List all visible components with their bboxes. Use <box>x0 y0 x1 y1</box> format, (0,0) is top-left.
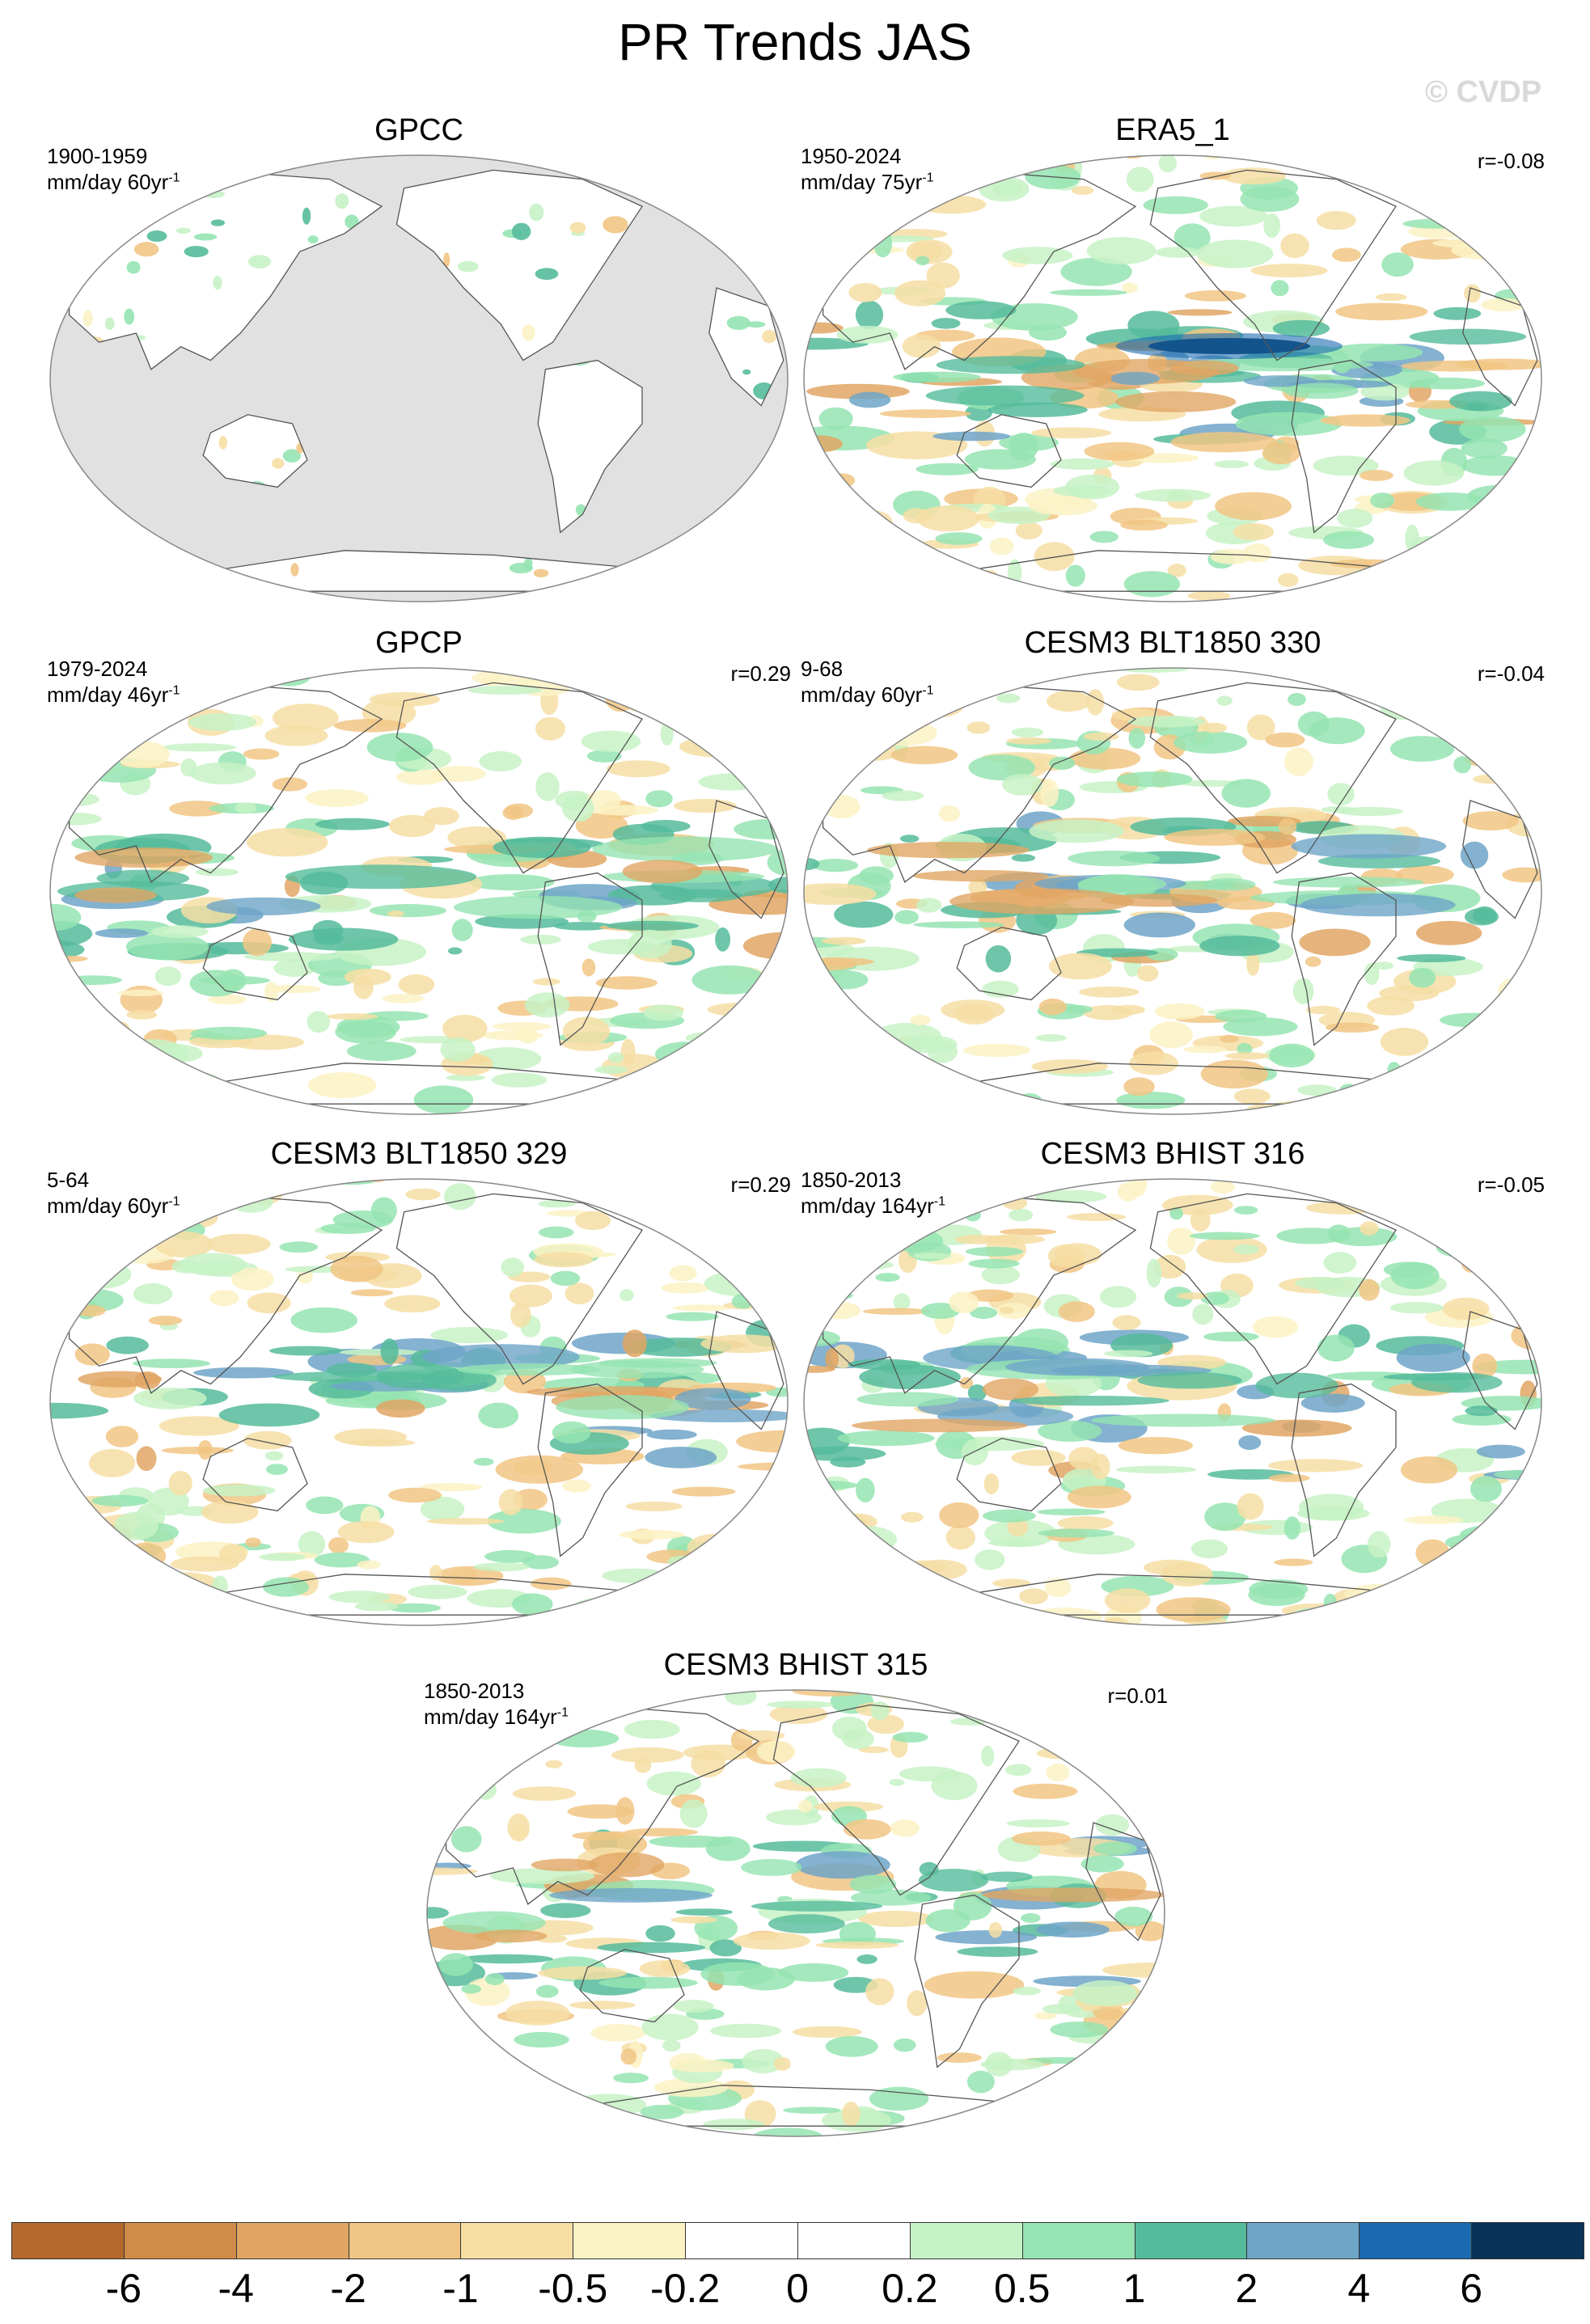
colorbar-tick-label: 1 <box>1123 2266 1146 2311</box>
colorbar-tick-label: 4 <box>1347 2266 1371 2311</box>
colorbar-swatch <box>1359 2222 1473 2259</box>
panel-title: CESM3 BHIST 316 <box>1040 1137 1305 1171</box>
colorbar-tick-label: -1 <box>442 2266 479 2311</box>
panel-title: CESM3 BHIST 315 <box>663 1648 928 1682</box>
panel-units: mm/day 164yr-1 <box>801 1194 945 1218</box>
world-map-bhist-316 <box>803 1178 1542 1626</box>
colorbar-swatch <box>797 2222 911 2259</box>
panel-units: mm/day 60yr-1 <box>47 170 180 194</box>
colorbar-swatch <box>348 2222 462 2259</box>
colorbar-swatch <box>1021 2222 1135 2259</box>
cvdp-watermark: © CVDP <box>1425 75 1542 109</box>
colorbar-tick-label: -4 <box>218 2266 254 2311</box>
panel-correlation: r=-0.08 <box>1477 149 1545 173</box>
world-map-gpcc <box>49 154 789 602</box>
world-map-bhist-315 <box>426 1689 1165 2137</box>
map-panel-gpcc: GPCC 1900-1959 mm/day 60yr-1 <box>47 112 791 602</box>
panel-units: mm/day 60yr-1 <box>47 1194 180 1218</box>
colorbar-tick-label: 0 <box>786 2266 809 2311</box>
colorbar-swatch <box>123 2222 237 2259</box>
panel-correlation: r=0.29 <box>730 661 791 686</box>
colorbar-swatch <box>573 2222 687 2259</box>
panel-period: 1900-1959 <box>47 144 148 168</box>
colorbar-swatch <box>1246 2222 1360 2259</box>
panel-correlation: r=-0.05 <box>1477 1173 1545 1197</box>
map-panel-blt1850-329: CESM3 BLT1850 329 5-64 mm/day 60yr-1 r=0… <box>47 1135 791 1626</box>
panel-units: mm/day 60yr-1 <box>801 682 934 707</box>
colorbar-tick-label: 2 <box>1235 2266 1258 2311</box>
world-map-blt1850-330 <box>803 667 1542 1115</box>
colorbar-swatch <box>1134 2222 1248 2259</box>
colorbar-tick-label: -6 <box>105 2266 142 2311</box>
panel-period: 5-64 <box>47 1168 90 1192</box>
panel-title: GPCP <box>375 626 463 660</box>
map-panel-bhist-316: CESM3 BHIST 316 1850-2013 mm/day 164yr-1… <box>801 1135 1545 1626</box>
map-panel-blt1850-330: CESM3 BLT1850 330 9-68 mm/day 60yr-1 r=-… <box>801 624 1545 1115</box>
colorbar-tick-label: 0.2 <box>882 2266 938 2311</box>
colorbar <box>11 2222 1584 2259</box>
colorbar-tick-label: 0.5 <box>993 2266 1051 2311</box>
panel-period: 1950-2024 <box>801 144 902 168</box>
panel-units: mm/day 46yr-1 <box>47 682 180 707</box>
colorbar-swatch <box>11 2222 125 2259</box>
panel-period: 1850-2013 <box>801 1168 902 1192</box>
world-map-blt1850-329 <box>49 1178 789 1626</box>
panel-period: 1979-2024 <box>47 657 148 681</box>
map-panel-era5: ERA5_1 1950-2024 mm/day 75yr-1 r=-0.08 <box>801 112 1545 602</box>
world-map-gpcp <box>49 667 789 1115</box>
panel-title: CESM3 BLT1850 329 <box>270 1137 568 1171</box>
world-map-era5 <box>803 154 1542 602</box>
panel-title: GPCC <box>374 113 463 147</box>
colorbar-tick-label: -0.5 <box>538 2266 608 2311</box>
panel-title: ERA5_1 <box>1115 113 1230 147</box>
map-panel-bhist-315: CESM3 BHIST 315 1850-2013 mm/day 164yr-1… <box>424 1646 1168 2137</box>
panel-correlation: r=0.01 <box>1107 1684 1168 1708</box>
colorbar-swatch <box>909 2222 1023 2259</box>
panel-correlation: r=0.29 <box>730 1173 791 1197</box>
map-panel-gpcp: GPCP 1979-2024 mm/day 46yr-1 r=0.29 <box>47 624 791 1115</box>
panel-units: mm/day 164yr-1 <box>424 1705 569 1729</box>
panel-period: 1850-2013 <box>424 1679 525 1703</box>
panel-period: 9-68 <box>801 657 844 681</box>
colorbar-swatch <box>460 2222 574 2259</box>
colorbar-swatch <box>685 2222 798 2259</box>
colorbar-tick-label: -2 <box>330 2266 366 2311</box>
colorbar-swatch <box>235 2222 349 2259</box>
colorbar-tick-label: 6 <box>1460 2266 1483 2311</box>
panel-title: CESM3 BLT1850 330 <box>1024 626 1321 660</box>
colorbar-swatch <box>1471 2222 1584 2259</box>
colorbar-tick-label: -0.2 <box>650 2266 721 2311</box>
panel-units: mm/day 75yr-1 <box>801 170 934 194</box>
figure-title: PR Trends JAS <box>618 13 972 71</box>
panel-correlation: r=-0.04 <box>1477 661 1545 686</box>
